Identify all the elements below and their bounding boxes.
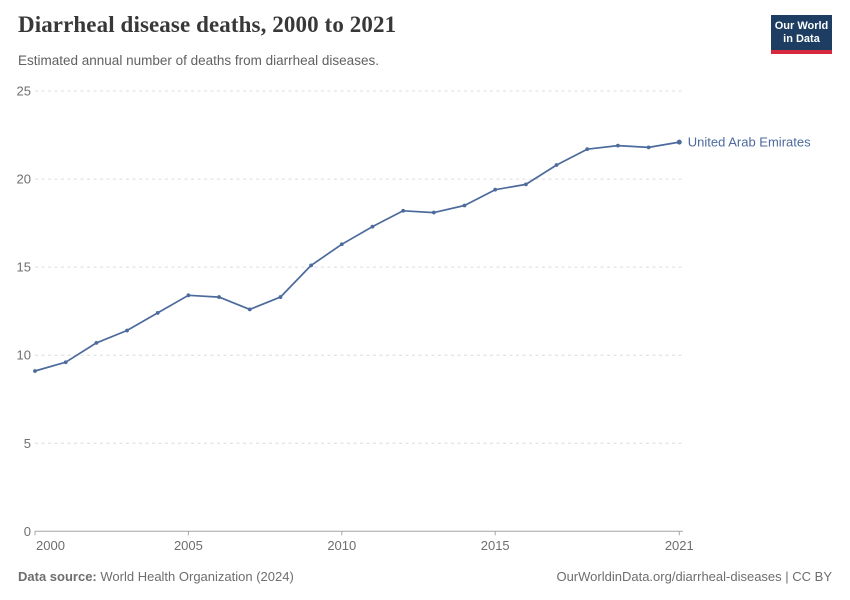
data-point[interactable] — [309, 263, 314, 268]
data-source: Data source: World Health Organization (… — [18, 569, 294, 584]
chart-subtitle: Estimated annual number of deaths from d… — [18, 53, 379, 68]
owid-logo-line1: Our World — [774, 20, 829, 32]
data-point[interactable] — [431, 210, 436, 215]
data-point[interactable] — [462, 203, 467, 208]
owid-logo-stripe — [771, 50, 832, 54]
y-tick-label: 25 — [17, 84, 31, 99]
x-tick-label: 2000 — [36, 538, 65, 553]
x-tick-label: 2010 — [327, 538, 356, 553]
y-tick-label: 0 — [24, 524, 31, 539]
data-point[interactable] — [523, 182, 528, 187]
data-point[interactable] — [370, 224, 375, 229]
y-tick-label: 10 — [17, 348, 31, 363]
data-source-value: World Health Organization (2024) — [100, 569, 294, 584]
data-point[interactable] — [616, 143, 620, 148]
y-tick-label: 5 — [24, 436, 31, 451]
data-point[interactable] — [646, 145, 651, 150]
y-tick-label: 20 — [17, 172, 31, 187]
series-end-label[interactable]: United Arab Emirates — [688, 135, 811, 150]
owid-logo[interactable]: Our World in Data — [771, 15, 832, 54]
data-point[interactable] — [94, 340, 99, 345]
data-point[interactable] — [125, 328, 129, 333]
series-line[interactable] — [34, 141, 681, 372]
data-point[interactable] — [493, 187, 498, 192]
x-tick-label: 2021 — [665, 538, 694, 553]
data-point[interactable] — [585, 147, 590, 152]
data-point[interactable] — [339, 242, 344, 247]
data-point[interactable] — [217, 295, 221, 299]
chart-title: Diarrheal disease deaths, 2000 to 2021 — [18, 12, 397, 37]
owid-logo-line2: in Data — [783, 33, 820, 45]
data-point[interactable] — [676, 139, 682, 145]
data-point[interactable] — [155, 311, 160, 315]
x-tick-label: 2015 — [481, 538, 510, 553]
footer-link[interactable]: OurWorldinData.org/diarrheal-diseases | … — [556, 569, 832, 584]
data-point[interactable] — [554, 163, 559, 167]
chart-footer: Data source: World Health Organization (… — [18, 569, 832, 584]
data-point[interactable] — [63, 360, 68, 365]
data-point[interactable] — [247, 307, 252, 312]
data-point[interactable] — [186, 293, 191, 298]
data-point[interactable] — [33, 369, 37, 373]
data-source-label: Data source: — [18, 569, 97, 584]
y-tick-label: 15 — [17, 260, 31, 275]
owid-logo-text: Our World in Data — [771, 15, 832, 50]
data-point[interactable] — [278, 295, 283, 299]
x-tick-label: 2005 — [174, 538, 203, 553]
data-point[interactable] — [401, 208, 406, 213]
